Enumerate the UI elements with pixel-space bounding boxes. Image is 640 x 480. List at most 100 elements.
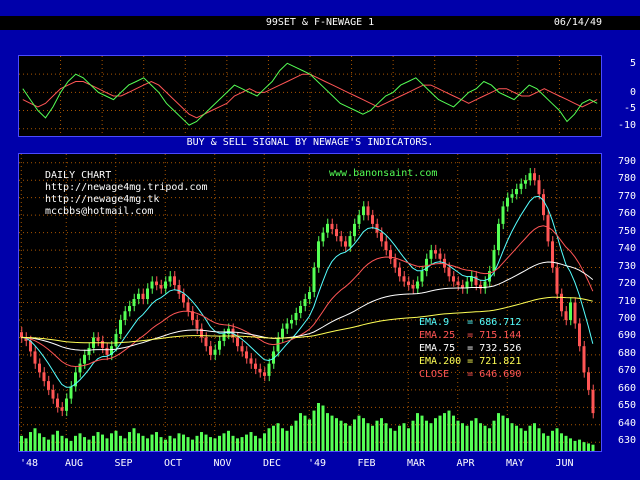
- volume-bar: [483, 425, 487, 451]
- candle-body: [429, 250, 433, 259]
- candle-body: [456, 281, 460, 286]
- info-email[interactable]: mccbbs@hotmail.com: [45, 206, 154, 217]
- volume-bar: [209, 437, 212, 451]
- volume-bar: [479, 423, 482, 451]
- candle-body: [483, 281, 487, 289]
- volume-bar: [56, 430, 59, 451]
- volume-bar: [155, 432, 158, 451]
- volume-bar: [74, 435, 77, 451]
- volume-bar: [303, 415, 307, 451]
- candle-body: [173, 276, 176, 286]
- candle-body: [78, 363, 82, 373]
- candle-body: [168, 276, 172, 282]
- volume-bar: [591, 444, 595, 451]
- volume-bar: [105, 438, 109, 451]
- candle-body: [492, 250, 496, 272]
- volume-bar: [555, 428, 559, 451]
- candle-body: [519, 183, 523, 189]
- volume-bar: [119, 435, 122, 451]
- volume-bar: [213, 438, 217, 451]
- volume-bar: [245, 434, 248, 451]
- volume-bar: [546, 435, 550, 451]
- website-link[interactable]: www.banonsaint.com: [329, 168, 438, 179]
- volume-bar: [321, 405, 325, 451]
- info-url[interactable]: http://newage4mg.tripod.com: [45, 182, 208, 193]
- candle-body: [384, 241, 388, 251]
- x-tick: MAY: [506, 458, 525, 469]
- candle-body: [38, 363, 41, 373]
- volume-bar: [438, 415, 442, 451]
- price-tick: 740: [617, 243, 636, 255]
- volume-bar: [267, 428, 271, 451]
- candle-body: [380, 232, 383, 242]
- candle-body: [213, 349, 217, 355]
- volume-bar: [384, 423, 388, 451]
- candle-body: [524, 180, 527, 184]
- x-tick: MAR: [407, 458, 426, 469]
- volume-bar: [519, 428, 523, 451]
- candle-body: [29, 340, 32, 352]
- price-chart: [19, 154, 601, 451]
- volume-bar: [96, 432, 100, 451]
- candle-body: [294, 312, 298, 320]
- candle-body: [47, 381, 50, 390]
- volume-bar: [420, 415, 424, 451]
- volume-bar: [564, 435, 568, 451]
- volume-bar: [159, 437, 163, 451]
- volume-bar: [128, 432, 131, 451]
- candle-body: [290, 319, 293, 324]
- candle-body: [411, 285, 415, 289]
- candle-body: [20, 332, 23, 338]
- candle-body: [330, 223, 334, 230]
- info-block: DAILY CHART http://newage4mg.tripod.com …: [45, 170, 208, 218]
- volume-bar: [375, 420, 379, 451]
- candle-body: [308, 292, 311, 300]
- candle-body: [83, 354, 86, 364]
- chart-title: 99SET & F-NEWAGE 1: [265, 17, 375, 28]
- legend-row: EMA.75 = 732.526: [419, 343, 522, 354]
- candle-body: [393, 258, 397, 268]
- candle-body: [101, 340, 104, 348]
- volume-bar: [110, 433, 113, 451]
- candle-body: [119, 319, 122, 334]
- volume-bar: [281, 428, 284, 451]
- candle-body: [335, 229, 338, 237]
- volume-bar: [569, 438, 572, 451]
- info-url[interactable]: http://newage4mg.tk: [45, 194, 160, 205]
- volume-bar: [510, 423, 514, 451]
- candle-body: [303, 299, 307, 306]
- candle-body: [371, 215, 374, 224]
- candle-body: [249, 358, 253, 364]
- candle-body: [209, 346, 212, 355]
- price-tick: 650: [617, 400, 636, 412]
- volume-bar: [272, 425, 275, 451]
- volume-bar: [393, 430, 397, 451]
- x-tick: NOV: [213, 458, 232, 469]
- volume-bar: [398, 425, 401, 451]
- candle-body: [312, 267, 316, 293]
- candle-body: [389, 250, 392, 259]
- volume-bar: [186, 437, 190, 451]
- candle-body: [551, 241, 554, 268]
- price-y-axis: 790 780 770 760 750 740 730 720 710 700 690 680 670 6…: [600, 153, 636, 450]
- volume-bar: [33, 428, 37, 451]
- candle-body: [51, 389, 55, 399]
- candle-body: [105, 347, 109, 355]
- volume-bar: [362, 418, 365, 451]
- candle-body: [321, 232, 325, 242]
- candle-body: [546, 215, 550, 242]
- candle-body: [362, 206, 365, 216]
- candle-body: [344, 241, 347, 247]
- volume-bar: [101, 434, 104, 451]
- candle-body: [74, 372, 77, 387]
- candle-body: [474, 276, 478, 286]
- candle-body: [564, 311, 568, 320]
- legend-row: EMA.200 = 721.821: [419, 356, 522, 367]
- candle-body: [87, 347, 91, 355]
- price-tick: 720: [617, 278, 636, 290]
- volume-bar: [560, 433, 563, 451]
- volume-bar: [501, 415, 505, 451]
- volume-bar: [177, 433, 181, 451]
- candle-body: [110, 346, 113, 355]
- volume-bar: [294, 420, 298, 451]
